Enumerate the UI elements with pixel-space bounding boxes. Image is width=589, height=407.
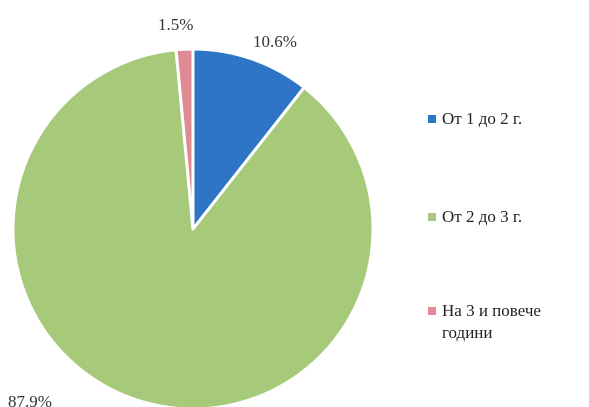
pie-slice-1-2 xyxy=(191,47,306,231)
legend-item-3-plus: На 3 и повече години xyxy=(428,300,582,344)
legend-label-2-3: От 2 до 3 г. xyxy=(442,207,523,226)
slice-value-label-1-2: 10.6% xyxy=(253,32,297,51)
slice-value-label-2-3: 87.9% xyxy=(8,392,52,407)
legend-swatch-3-plus xyxy=(428,307,436,315)
legend-swatch-1-2 xyxy=(428,115,436,123)
legend-label-3-plus: На 3 и повече години xyxy=(442,301,541,342)
legend-label-1-2: От 1 до 2 г. xyxy=(442,109,523,128)
slice-value-label-3-plus: 1.5% xyxy=(158,15,193,34)
legend-item-2-3: От 2 до 3 г. xyxy=(428,206,582,228)
legend-swatch-2-3 xyxy=(428,213,436,221)
pie-labels: 10.6% 87.9% 1.5% xyxy=(8,15,297,407)
pie-slice-2-3 xyxy=(11,48,375,407)
pie-slice-3-plus xyxy=(174,47,195,231)
pie-slices xyxy=(11,47,375,407)
legend-item-1-2: От 1 до 2 г. xyxy=(428,108,582,130)
